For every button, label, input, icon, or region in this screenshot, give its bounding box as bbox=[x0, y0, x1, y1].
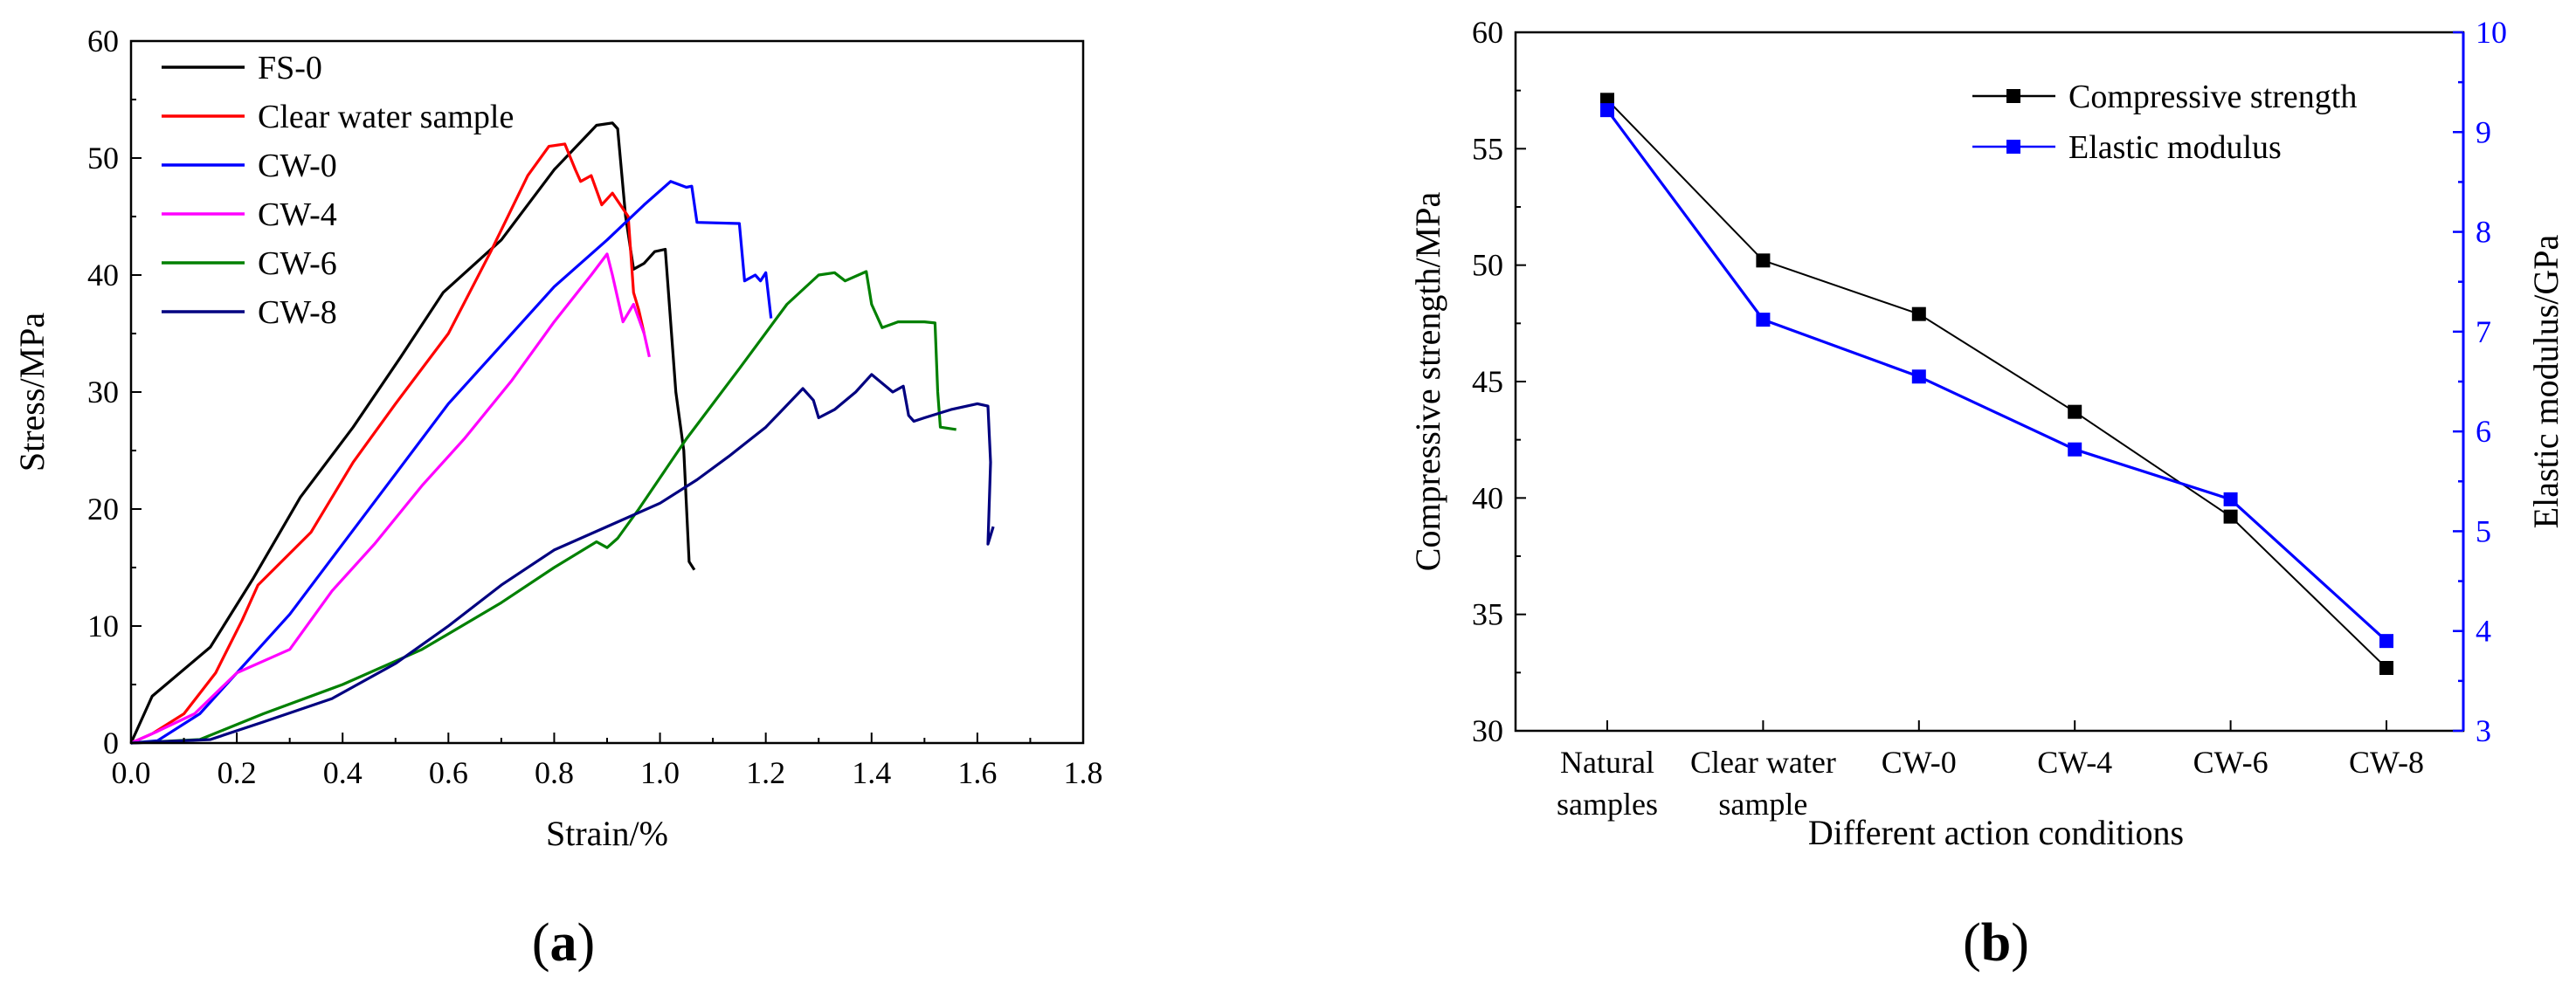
y-tick-label-b: 35 bbox=[1472, 597, 1503, 632]
legend-label-a: FS-0 bbox=[258, 50, 322, 86]
series-line-compressive-strength bbox=[1606, 99, 2387, 669]
panel-label-a-prefix: ( bbox=[532, 913, 550, 973]
y-axis-title-a: Stress/MPa bbox=[12, 313, 52, 471]
data-point-compressive-strength bbox=[2379, 661, 2393, 675]
data-point-compressive-strength bbox=[1911, 306, 1926, 321]
x-tick-label-a: 0.2 bbox=[218, 755, 257, 790]
y-tick-label-b: 40 bbox=[1472, 480, 1503, 515]
x-category-label-b: Clear water bbox=[1690, 745, 1836, 780]
data-point-compressive-strength bbox=[2223, 509, 2238, 524]
y2-tick-label-b: 6 bbox=[2476, 414, 2491, 449]
x-tick-label-a: 1.4 bbox=[852, 755, 891, 790]
plot-frame-a bbox=[129, 39, 1085, 745]
chart-a: 0.0 0.2 0.4 0.6 0.8 1.0 1.2 1.4 1.6 1.8 0 10 20 30 40 5… bbox=[12, 24, 1103, 973]
x-axis-title-b: Different action conditions bbox=[1808, 813, 2184, 852]
x-tick-label-a: 0.6 bbox=[429, 755, 468, 790]
data-point-compressive-strength bbox=[2068, 404, 2082, 419]
x-tick-label-a: 1.8 bbox=[1064, 755, 1103, 790]
series-line-cw-4 bbox=[130, 252, 651, 745]
x-category-label-b-line2: samples bbox=[1557, 787, 1658, 822]
y2-tick-label-b: 5 bbox=[2476, 513, 2491, 548]
y2-axis-title-b: Elastic modulus/GPa bbox=[2526, 234, 2566, 528]
x-category-label-b: CW-6 bbox=[2193, 745, 2269, 780]
legend-label-a: CW-4 bbox=[258, 196, 337, 233]
legend-label-a: Clear water sample bbox=[258, 99, 514, 135]
legend-label-b: Compressive strength bbox=[2068, 79, 2357, 115]
data-point-elastic-modulus bbox=[1911, 369, 1926, 384]
y-tick-label-b: 30 bbox=[1472, 713, 1503, 748]
chart-b: 30354045505560345678910NaturalsamplesCle… bbox=[1408, 15, 2566, 973]
series-line-cw-0 bbox=[130, 180, 773, 745]
series-line-elastic-modulus bbox=[1606, 109, 2388, 643]
y-tick-label-b: 55 bbox=[1472, 131, 1503, 166]
panel-label-b-suffix: ) bbox=[2011, 913, 2029, 973]
x-category-label-b: CW-8 bbox=[2349, 745, 2424, 780]
y-axis-title-b: Compressive strength/MPa bbox=[1408, 192, 1447, 572]
data-point-elastic-modulus bbox=[1600, 103, 1614, 118]
y-tick-label-a: 20 bbox=[87, 492, 119, 526]
ticks-group-a: 0.0 0.2 0.4 0.6 0.8 1.0 1.2 1.4 1.6 1.8 0 10 20 30 40 5… bbox=[87, 24, 1103, 790]
x-axis-title-a: Strain/% bbox=[546, 814, 668, 853]
x-tick-label-a: 1.2 bbox=[746, 755, 785, 790]
legend-label-a: CW-6 bbox=[258, 245, 337, 282]
x-category-label-b: CW-0 bbox=[1882, 745, 1957, 780]
data-point-elastic-modulus bbox=[2379, 634, 2393, 649]
legend-label-a: CW-8 bbox=[258, 294, 337, 331]
series-group-b bbox=[1600, 93, 2393, 675]
panel-label-a-suffix: ) bbox=[577, 913, 596, 973]
ticks-group-b: 30354045505560345678910NaturalsamplesCle… bbox=[1472, 15, 2507, 822]
legend-label-a: CW-0 bbox=[258, 148, 337, 184]
data-point-elastic-modulus bbox=[2223, 492, 2238, 506]
y-tick-label-b: 45 bbox=[1472, 364, 1503, 399]
legend-b: Compressive strength Elastic modulus bbox=[1972, 79, 2357, 166]
panel-label-b-letter: b bbox=[1981, 913, 2011, 973]
panel-label-b: (b) bbox=[1963, 913, 2029, 973]
y-tick-label-b: 50 bbox=[1472, 248, 1503, 283]
series-group-a bbox=[129, 121, 995, 745]
y2-tick-label-b: 9 bbox=[2476, 114, 2491, 149]
y-tick-label-a: 30 bbox=[87, 375, 119, 409]
panel-label-a: (a) bbox=[532, 913, 595, 973]
y-tick-label-a: 40 bbox=[87, 258, 119, 292]
y-tick-label-a: 50 bbox=[87, 141, 119, 175]
x-tick-label-a: 0.8 bbox=[535, 755, 574, 790]
y-tick-label-a: 60 bbox=[87, 24, 119, 58]
plot-frame-b bbox=[1514, 31, 2465, 733]
data-point-compressive-strength bbox=[1756, 253, 1771, 268]
x-category-label-b: CW-4 bbox=[2037, 745, 2112, 780]
x-tick-label-a: 1.0 bbox=[640, 755, 680, 790]
x-tick-label-a: 0.0 bbox=[112, 755, 151, 790]
data-point-elastic-modulus bbox=[1756, 313, 1771, 327]
x-tick-label-a: 0.4 bbox=[323, 755, 363, 790]
series-line-fs-0 bbox=[129, 121, 696, 744]
data-point-elastic-modulus bbox=[2068, 442, 2082, 457]
panel-label-b-prefix: ( bbox=[1963, 913, 1981, 973]
y2-tick-label-b: 4 bbox=[2476, 614, 2491, 649]
x-tick-label-a: 1.6 bbox=[957, 755, 997, 790]
x-category-label-b: Natural bbox=[1560, 745, 1654, 780]
legend-swatch-marker-b bbox=[2006, 89, 2020, 103]
legend-a: FS-0 Clear water sample CW-0 CW-4 CW-6 CW-8 bbox=[162, 50, 514, 331]
panel-label-a-letter: a bbox=[550, 913, 577, 973]
y2-tick-label-b: 10 bbox=[2476, 15, 2507, 50]
series-line-clear-water-sample bbox=[130, 142, 646, 745]
series-line-cw-8 bbox=[130, 373, 995, 745]
legend-swatch-marker-b bbox=[2006, 140, 2020, 154]
y2-tick-label-b: 7 bbox=[2476, 314, 2491, 349]
y2-tick-label-b: 3 bbox=[2476, 713, 2491, 748]
y2-tick-label-b: 8 bbox=[2476, 215, 2491, 250]
series-line-cw-6 bbox=[130, 270, 957, 745]
y-tick-label-a: 0 bbox=[103, 726, 119, 760]
y-tick-label-b: 60 bbox=[1472, 15, 1503, 50]
legend-label-b: Elastic modulus bbox=[2068, 129, 2282, 166]
x-category-label-b-line2: sample bbox=[1718, 787, 1807, 822]
y-tick-label-a: 10 bbox=[87, 609, 119, 643]
